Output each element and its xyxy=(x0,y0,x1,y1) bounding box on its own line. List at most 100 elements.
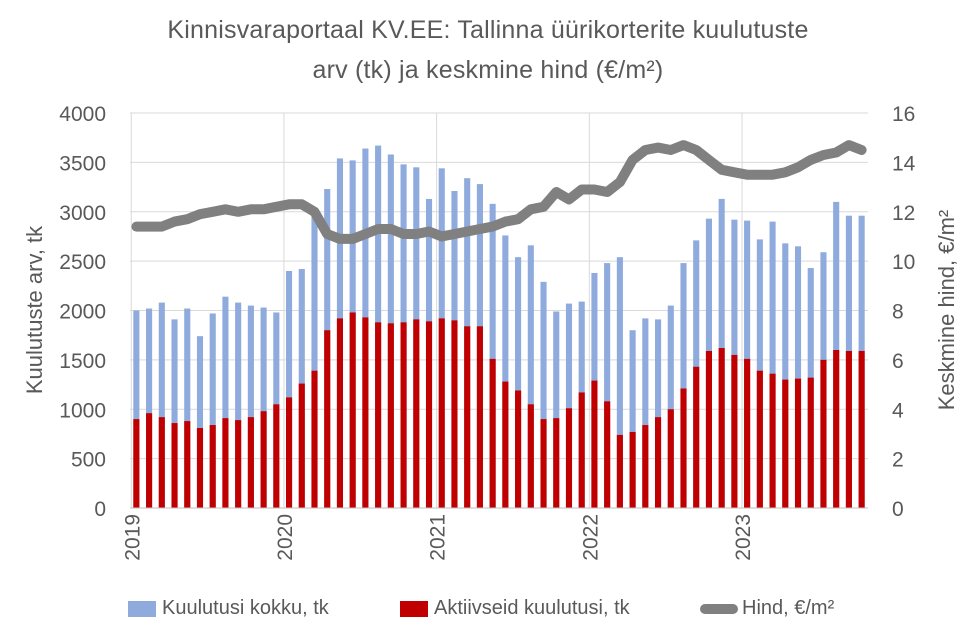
x-tick-label: 2019 xyxy=(121,514,144,561)
y-right-tick-label: 14 xyxy=(892,152,916,175)
bar-active xyxy=(705,350,713,508)
legend-item-active: Aktiivseid kuulutusi, tk xyxy=(400,597,630,620)
y-axis-left-ticks: 0 500 1000 1500 2000 2500 3000 3500 4000 xyxy=(59,103,106,521)
y-axis-left-label: Kuulutuste arv, tk xyxy=(22,225,47,394)
bar-active xyxy=(744,358,751,508)
bar-active xyxy=(298,383,305,508)
y-left-tick-label: 2000 xyxy=(59,301,106,324)
bar-active xyxy=(324,330,331,508)
y-axis-right-label: Keskmine hind, €/m² xyxy=(934,210,959,411)
bar-active xyxy=(820,359,827,508)
series-price-line xyxy=(131,140,867,244)
series-total-bars xyxy=(133,145,865,509)
legend-label-price: Hind, €/m² xyxy=(742,597,835,619)
x-axis-ticks: 2019 2020 2021 2022 2023 xyxy=(121,514,755,561)
bar-active xyxy=(311,370,318,508)
bar-active xyxy=(565,408,573,508)
bar-total xyxy=(680,263,687,508)
x-tick-label: 2020 xyxy=(274,514,297,561)
y-right-tick-label: 10 xyxy=(892,251,915,274)
bar-total xyxy=(565,303,573,508)
bar-active xyxy=(260,411,267,508)
legend-item-total: Kuulutusi kokku, tk xyxy=(128,597,329,620)
bar-total xyxy=(604,263,611,508)
bar-active xyxy=(591,380,598,508)
bar-active xyxy=(794,378,802,508)
series-active-bars xyxy=(133,312,865,508)
bar-active xyxy=(807,377,814,508)
bar-active xyxy=(400,322,407,508)
bar-active xyxy=(540,419,547,508)
bar-total xyxy=(171,319,178,508)
bar-total xyxy=(527,245,534,508)
legend-item-price: Hind, €/m² xyxy=(700,597,834,620)
bar-active xyxy=(146,413,153,508)
bar-total xyxy=(247,305,254,508)
x-tick-label: 2021 xyxy=(427,514,450,561)
y-left-tick-label: 4000 xyxy=(59,103,106,126)
bar-active xyxy=(425,321,433,508)
bar-active xyxy=(209,425,216,508)
y-left-tick-label: 2500 xyxy=(59,251,106,274)
bar-active xyxy=(731,354,738,508)
bar-active xyxy=(756,370,763,508)
bar-active xyxy=(680,388,687,508)
y-right-tick-label: 0 xyxy=(892,498,904,521)
y-left-tick-label: 1000 xyxy=(59,399,106,422)
y-left-tick-label: 1500 xyxy=(59,350,106,373)
y-left-tick-label: 3500 xyxy=(59,152,106,175)
bar-active xyxy=(196,428,204,508)
legend-swatch-active xyxy=(400,600,428,617)
bar-active xyxy=(438,318,445,508)
y-right-tick-label: 2 xyxy=(892,449,904,472)
bar-active xyxy=(285,397,293,508)
bar-total xyxy=(235,302,242,508)
bar-active xyxy=(833,350,840,508)
bar-active xyxy=(451,320,458,508)
bar-active xyxy=(629,431,636,508)
y-right-tick-label: 4 xyxy=(892,399,904,422)
legend-swatch-total xyxy=(128,600,156,617)
bar-active xyxy=(375,322,382,508)
legend-label-total: Kuulutusi kokku, tk xyxy=(162,597,329,619)
bar-total xyxy=(260,307,267,508)
bar-active xyxy=(604,401,611,508)
x-tick-label: 2022 xyxy=(579,514,602,561)
y-left-tick-label: 0 xyxy=(94,498,106,521)
bar-active xyxy=(782,379,789,508)
bar-total xyxy=(209,313,216,508)
bar-total xyxy=(782,243,789,508)
bar-total xyxy=(311,211,318,508)
legend: Kuulutusi kokku, tk Aktiivseid kuulutusi… xyxy=(0,597,976,623)
bar-active xyxy=(654,417,662,508)
bar-total xyxy=(794,246,802,508)
bar-active xyxy=(489,358,496,508)
legend-swatch-price xyxy=(700,603,738,614)
bar-active xyxy=(133,419,140,508)
bar-total xyxy=(489,203,496,508)
bar-active xyxy=(667,409,674,508)
chart-title-line-1: Kinnisvaraportaal KV.EE: Tallinna üüriko… xyxy=(167,16,809,44)
x-tick-label: 2023 xyxy=(732,514,755,561)
bar-active xyxy=(273,404,280,508)
bar-active xyxy=(578,392,585,508)
bar-total xyxy=(196,336,204,508)
bar-total xyxy=(158,302,165,508)
bar-active xyxy=(527,404,534,508)
bar-active xyxy=(362,317,369,508)
bar-total xyxy=(285,271,293,508)
bar-active xyxy=(336,318,344,508)
bar-active xyxy=(515,390,522,508)
y-right-tick-label: 12 xyxy=(892,202,915,225)
bar-active xyxy=(642,425,649,508)
bar-total xyxy=(642,318,649,508)
y-axis-right-ticks: 0 2 4 6 8 10 12 14 16 xyxy=(892,103,916,521)
bar-active xyxy=(693,366,700,508)
bar-active xyxy=(349,312,356,508)
y-right-tick-label: 16 xyxy=(892,103,915,126)
bar-active xyxy=(858,350,865,508)
bar-total xyxy=(133,310,140,508)
bar-active xyxy=(464,326,471,508)
